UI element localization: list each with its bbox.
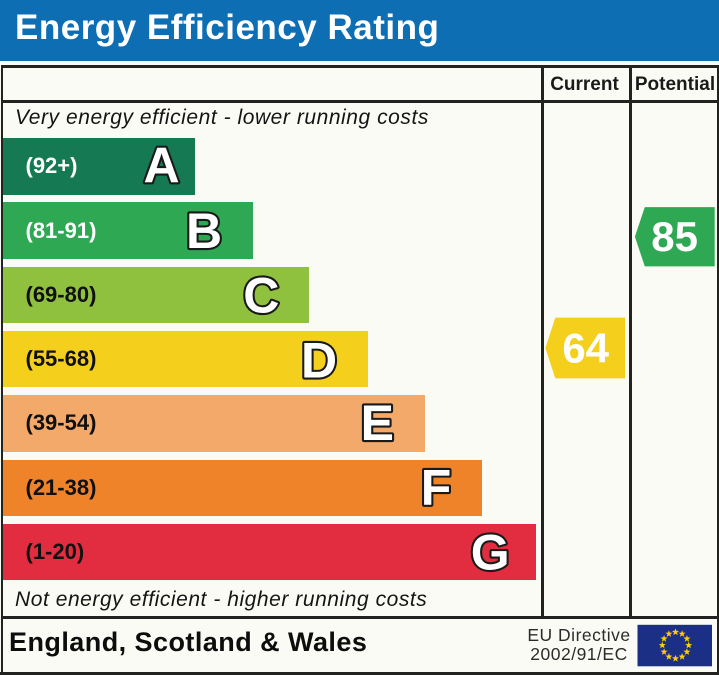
svg-text:D: D [301,333,337,389]
svg-text:64: 64 [562,325,609,372]
svg-text:E: E [361,395,394,451]
svg-text:A: A [143,138,179,194]
svg-text:85: 85 [651,213,698,260]
svg-text:F: F [421,460,452,516]
svg-text:G: G [471,525,510,581]
svg-text:C: C [243,268,279,324]
svg-text:B: B [186,203,222,259]
